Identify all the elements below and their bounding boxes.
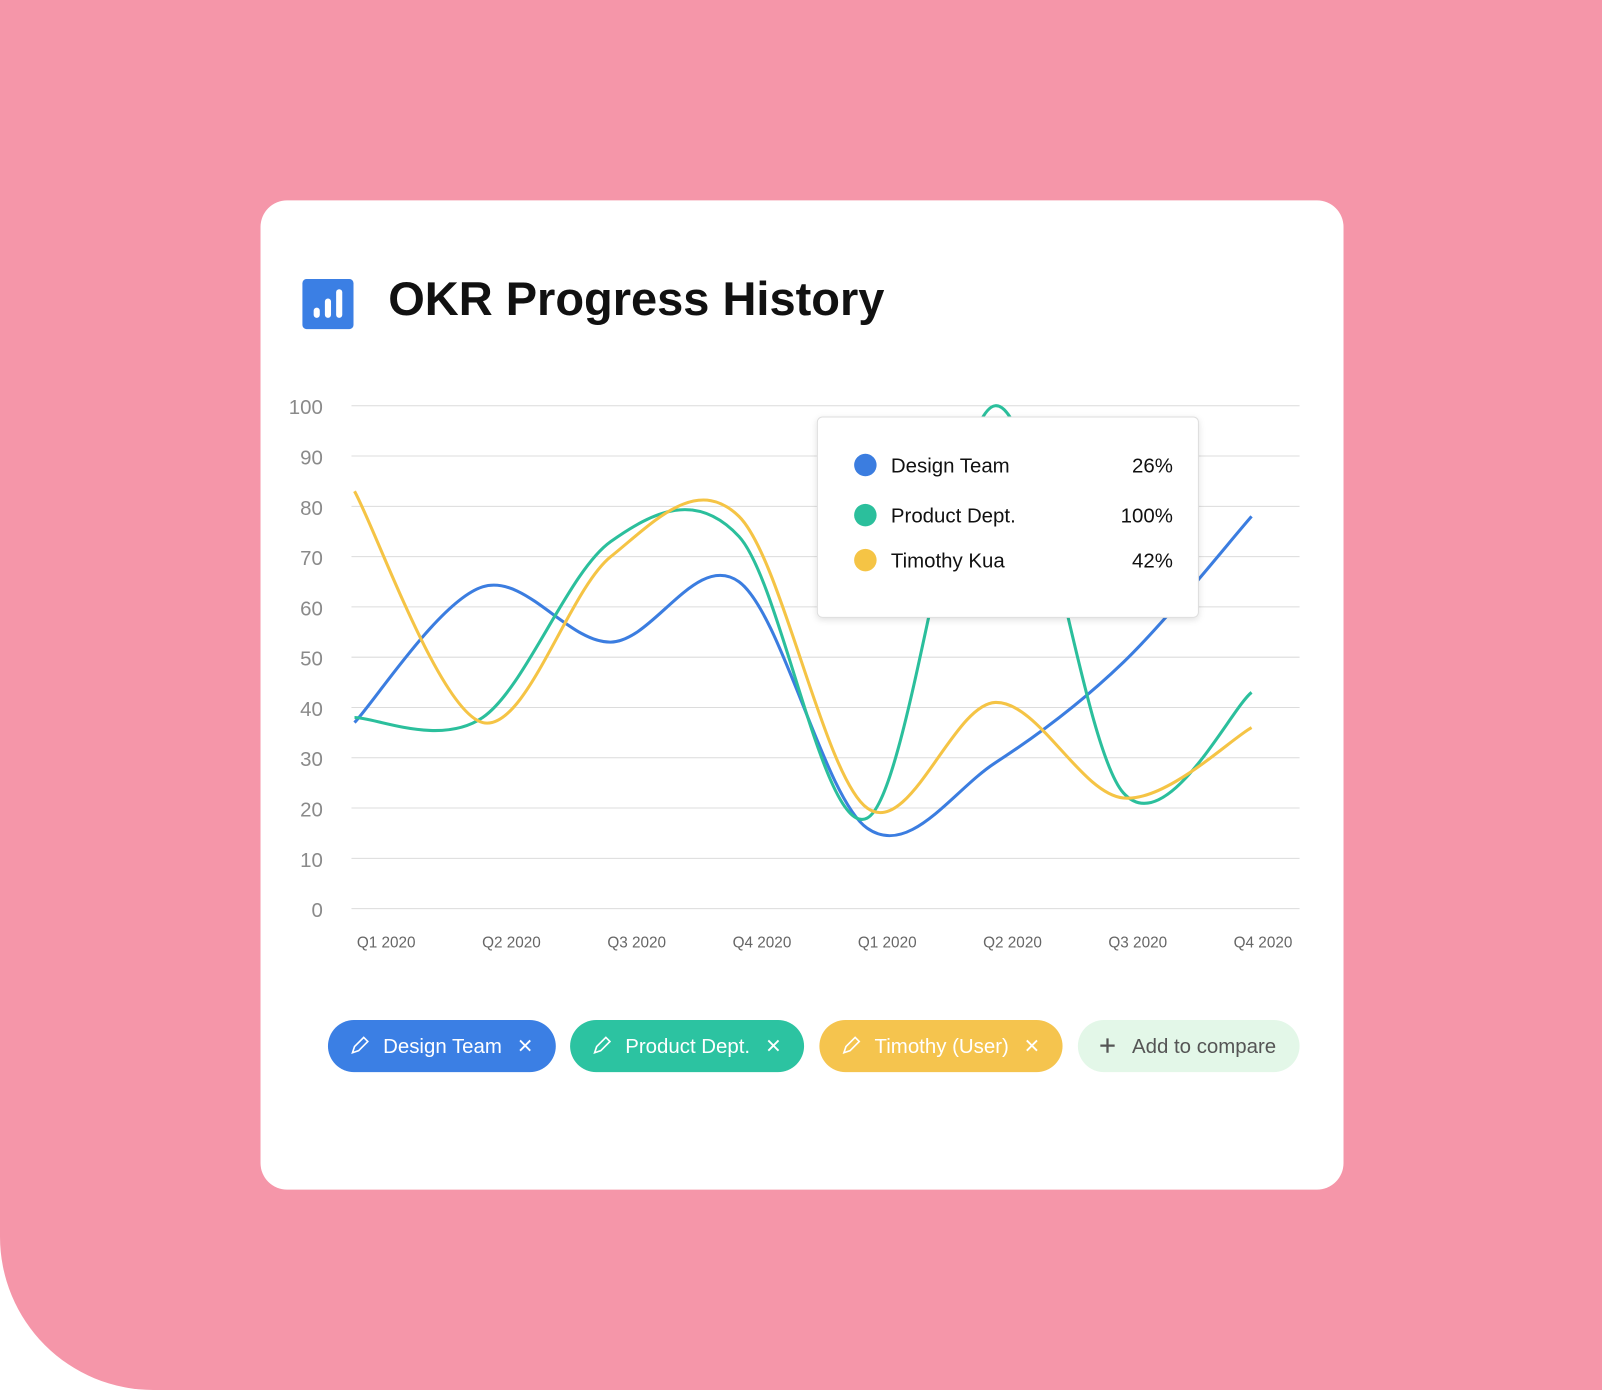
tooltip-value: 42% [1132, 551, 1173, 573]
chips: Design Team Product Dept. Timothy (User) Ad… [327, 1020, 1300, 1073]
tooltip-value: 100% [1121, 506, 1173, 528]
tooltip-swatch [854, 548, 877, 572]
tooltip-name: Product Dept. [891, 506, 1016, 528]
plus-icon [1100, 1038, 1115, 1053]
edit-icon [351, 1036, 369, 1055]
y-tick-label: 90 [300, 447, 323, 469]
series-line [353, 490, 1253, 815]
x-tick-label: Q1 2020 [858, 934, 917, 951]
y-tick-label: 40 [300, 699, 323, 721]
y-tick-label: 20 [300, 799, 323, 821]
edit-icon [593, 1036, 612, 1055]
x-tick-label: Q3 2020 [607, 934, 666, 951]
chip-label: Design Team [383, 1036, 502, 1058]
remove-icon[interactable] [1026, 1039, 1038, 1052]
add-button-label: Add to compare [1132, 1036, 1276, 1058]
chip[interactable]: Timothy (User) [819, 1020, 1063, 1073]
remove-icon[interactable] [767, 1039, 780, 1052]
chip-bg[interactable] [327, 1020, 556, 1073]
series-line [354, 404, 1253, 821]
chip-bg[interactable] [570, 1020, 805, 1073]
remove-icon[interactable] [519, 1039, 531, 1052]
tooltip-name: Timothy Kua [891, 551, 1005, 573]
y-tick-label: 80 [300, 498, 323, 520]
y-tick-label: 50 [300, 649, 323, 671]
x-tick-label: Q2 2020 [482, 934, 541, 951]
chip-label: Timothy (User) [875, 1036, 1009, 1058]
x-tick-label: Q4 2020 [733, 934, 792, 951]
chart-title: OKR Progress History [388, 272, 884, 325]
x-tick-label: Q3 2020 [1108, 934, 1167, 951]
tooltip-name: Design Team [891, 455, 1010, 477]
chip-bg[interactable] [819, 1020, 1063, 1073]
tooltip: Design Team 26% Product Dept. 100% Timothy K… [816, 416, 1199, 618]
y-tick-label: 60 [300, 598, 323, 620]
plot: 0 10 20 30 40 50 60 70 80 90 100 Q1 2020 Q2 2020 Q3 2… [289, 397, 1300, 951]
chip[interactable]: Design Team [327, 1020, 556, 1073]
add-button-bg[interactable] [1077, 1020, 1300, 1073]
edit-icon [842, 1036, 861, 1055]
chip-label: Product Dept. [625, 1036, 750, 1058]
x-tick-label: Q1 2020 [357, 934, 416, 951]
chip[interactable]: Product Dept. [570, 1020, 805, 1073]
tooltip-swatch [854, 503, 877, 527]
tooltip-value: 26% [1132, 455, 1173, 477]
add-button[interactable]: Add to compare [1077, 1020, 1300, 1073]
x-tick-label: Q4 2020 [1234, 934, 1293, 951]
chart-icon [302, 279, 354, 330]
y-tick-label: 10 [300, 850, 323, 872]
tooltip-box [816, 416, 1199, 618]
x-tick-label: Q2 2020 [983, 934, 1042, 951]
y-tick-label: 30 [300, 749, 323, 771]
tooltip-swatch [854, 453, 877, 477]
y-tick-label: 70 [300, 548, 323, 570]
y-tick-label: 100 [289, 397, 323, 419]
y-tick-label: 0 [311, 900, 322, 922]
